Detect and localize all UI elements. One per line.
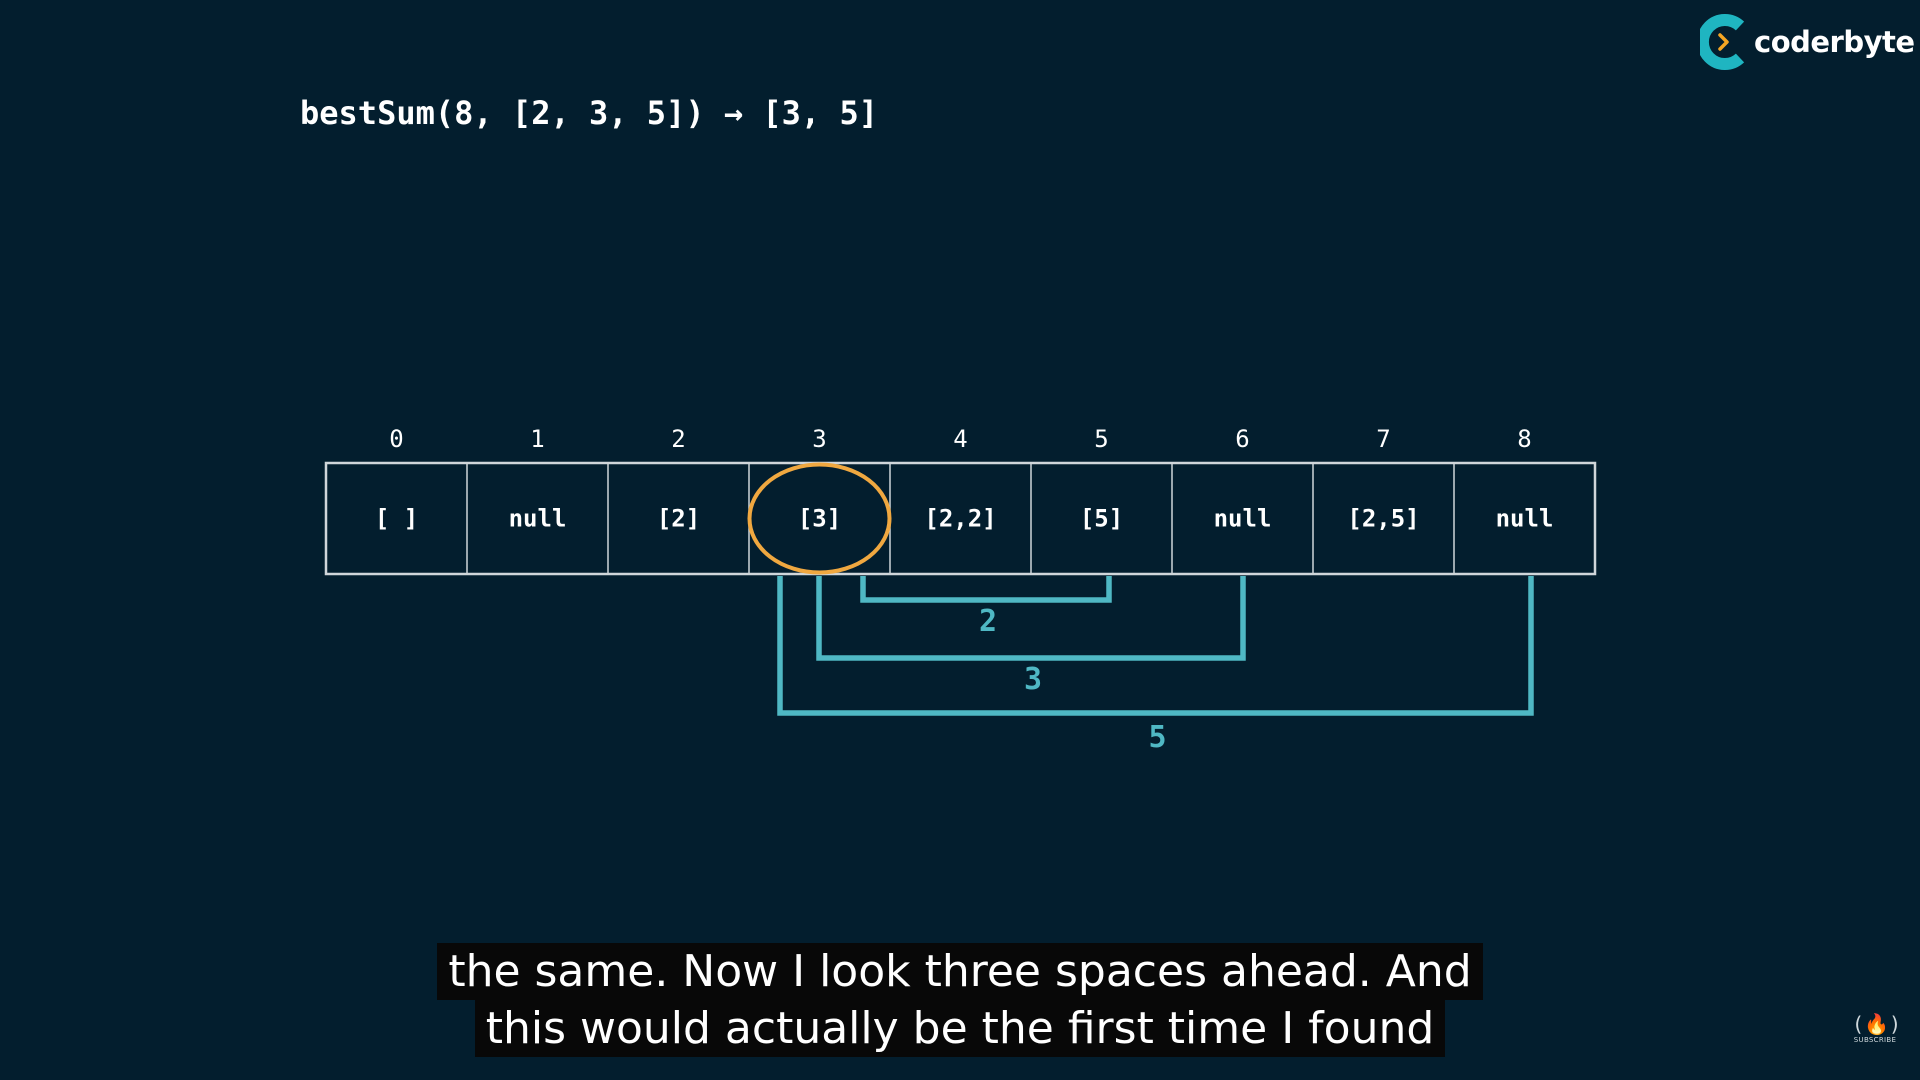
index-label: 6 — [1235, 425, 1249, 453]
cell-value: null — [1496, 505, 1554, 533]
function-call-expression: bestSum(8, [2, 3, 5]) → [3, 5] — [300, 94, 878, 132]
cell-value: [2] — [657, 505, 700, 533]
subtitles: the same. Now I look three spaces ahead.… — [0, 943, 1920, 1057]
index-labels: 0 1 2 3 4 5 6 7 8 — [389, 425, 1531, 453]
brand-name: coderbyte — [1754, 25, 1915, 59]
cell-value: [2,2] — [924, 505, 996, 533]
offset-bracket — [860, 576, 1112, 603]
cell-value: [5] — [1080, 505, 1123, 533]
freecodecamp-flame-icon: (🔥) — [1852, 1012, 1901, 1036]
index-label: 1 — [530, 425, 544, 453]
subtitle-line-2: this would actually be the first time I … — [474, 1000, 1446, 1057]
table-border — [324, 461, 1597, 576]
coderbyte-logo-icon — [1700, 14, 1745, 70]
subscribe-label: SUBSCRIBE — [1853, 1036, 1897, 1044]
bracket-label: 5 — [1148, 720, 1166, 755]
coderbyte-logo: coderbyte — [1700, 14, 1915, 70]
table-cells: [ ] null [2] [3] [2,2] [5] null [2,5] null — [324, 461, 1597, 576]
index-label: 5 — [1094, 425, 1108, 453]
offset-brackets: 23 5 — [777, 576, 1534, 755]
offset-bracket — [816, 576, 1246, 661]
bracket-label: 3 — [1024, 662, 1042, 697]
current-cell-highlight — [747, 462, 892, 575]
subscribe-watermark[interactable]: (🔥) SUBSCRIBE — [1852, 1012, 1901, 1044]
cell-value: null — [1214, 505, 1272, 533]
offset-bracket — [777, 576, 1534, 716]
cell-value: [2,5] — [1347, 505, 1419, 533]
cell-value: [ ] — [375, 505, 418, 533]
cell-value: [3] — [798, 505, 841, 533]
index-label: 4 — [953, 425, 967, 453]
bracket-label: 2 — [979, 604, 997, 639]
highlight-layer — [747, 462, 892, 575]
subtitle-line-1: the same. Now I look three spaces ahead.… — [437, 943, 1483, 1000]
index-label: 7 — [1376, 425, 1390, 453]
index-label: 3 — [812, 425, 826, 453]
index-label: 2 — [671, 425, 685, 453]
cell-value: null — [509, 505, 567, 533]
index-label: 8 — [1517, 425, 1531, 453]
index-label: 0 — [389, 425, 403, 453]
